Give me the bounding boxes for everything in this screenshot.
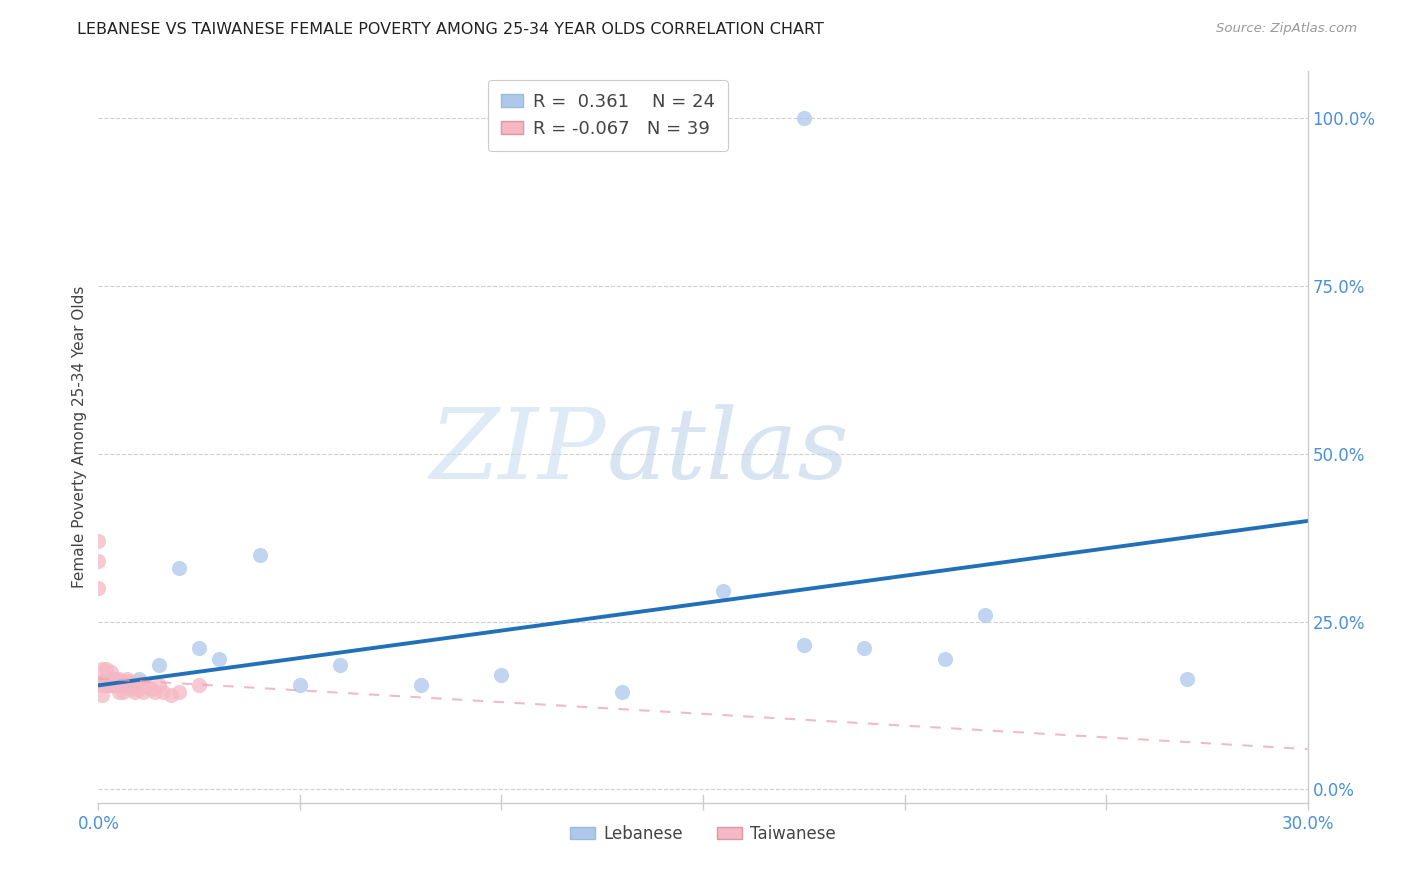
Point: [135, 678, 157, 692]
Point: [128, 681, 150, 696]
Point: [96, 662, 118, 676]
Point: [491, 668, 513, 682]
Point: [100, 678, 122, 692]
Point: [148, 678, 170, 692]
Point: [128, 675, 150, 690]
Point: [91, 662, 114, 676]
Text: LEBANESE VS TAIWANESE FEMALE POVERTY AMONG 25-34 YEAR OLDS CORRELATION CHART: LEBANESE VS TAIWANESE FEMALE POVERTY AMO…: [77, 22, 824, 37]
Point: [100, 665, 122, 679]
Point: [711, 584, 734, 599]
Point: [249, 548, 271, 562]
Point: [103, 672, 125, 686]
Point: [120, 675, 142, 690]
Point: [91, 675, 114, 690]
Point: [100, 675, 122, 690]
Point: [793, 112, 815, 126]
Point: [111, 685, 134, 699]
Point: [115, 675, 138, 690]
Point: [87, 554, 110, 568]
Point: [152, 685, 174, 699]
Point: [160, 689, 183, 703]
Legend: Lebanese, Taiwanese: Lebanese, Taiwanese: [564, 818, 842, 849]
Point: [91, 689, 114, 703]
Point: [103, 672, 125, 686]
Point: [612, 685, 634, 699]
Point: [107, 672, 129, 686]
Point: [329, 658, 352, 673]
Point: [128, 672, 150, 686]
Point: [91, 678, 114, 692]
Point: [132, 685, 155, 699]
Text: atlas: atlas: [606, 404, 849, 500]
Point: [132, 678, 155, 692]
Point: [139, 681, 162, 696]
Point: [288, 678, 311, 692]
Point: [793, 638, 815, 652]
Text: ZIP: ZIP: [430, 404, 606, 500]
Point: [107, 685, 129, 699]
Point: [143, 685, 166, 699]
Point: [208, 651, 231, 665]
Point: [188, 641, 211, 656]
Point: [167, 561, 190, 575]
Point: [124, 685, 146, 699]
Point: [148, 658, 170, 673]
Point: [1175, 672, 1198, 686]
Point: [111, 675, 134, 690]
Point: [103, 678, 125, 692]
Point: [96, 678, 118, 692]
Point: [107, 678, 129, 692]
Point: [87, 581, 110, 595]
Point: [115, 678, 138, 692]
Point: [409, 678, 432, 692]
Point: [853, 641, 876, 656]
Point: [188, 678, 211, 692]
Point: [96, 678, 118, 692]
Point: [974, 607, 997, 622]
Point: [115, 672, 138, 686]
Point: [167, 685, 190, 699]
Point: [124, 678, 146, 692]
Point: [111, 678, 134, 692]
Point: [120, 678, 142, 692]
Point: [107, 678, 129, 692]
Point: [934, 651, 956, 665]
Point: [96, 672, 118, 686]
Point: [91, 675, 114, 690]
Y-axis label: Female Poverty Among 25-34 Year Olds: Female Poverty Among 25-34 Year Olds: [72, 286, 87, 588]
Point: [87, 534, 110, 549]
Point: [120, 681, 142, 696]
Text: Source: ZipAtlas.com: Source: ZipAtlas.com: [1216, 22, 1357, 36]
Point: [100, 678, 122, 692]
